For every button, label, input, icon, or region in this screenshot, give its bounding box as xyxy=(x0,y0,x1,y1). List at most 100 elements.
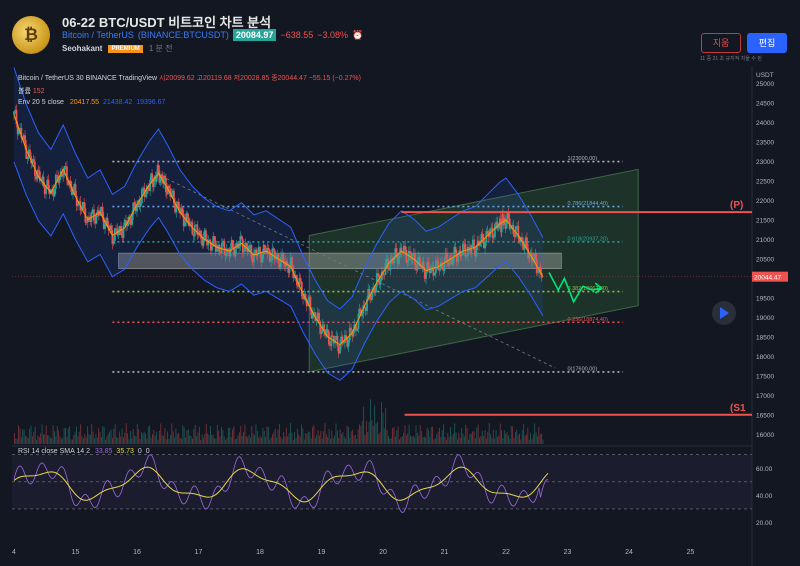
chart-area[interactable]: USDT 16000 16500 17000 17500 18000 18500 19000 1… xyxy=(12,66,800,566)
volume-bar xyxy=(439,427,440,444)
volume-bar xyxy=(535,432,537,444)
volume-bar xyxy=(127,433,129,444)
candle-body xyxy=(122,225,125,238)
candle-body xyxy=(526,237,528,249)
candle-body xyxy=(537,272,539,274)
candle-body xyxy=(89,219,92,222)
volume-bar xyxy=(143,431,145,444)
volume-bar xyxy=(405,435,407,444)
candle-body xyxy=(352,329,355,337)
volume-bar xyxy=(368,422,370,444)
candle-body xyxy=(313,312,316,313)
volume-bar xyxy=(429,437,431,444)
idea-title: 06-22 BTC/USDT 비트코인 차트 분석 xyxy=(62,15,272,30)
chart-svg[interactable]: USDT 16000 16500 17000 17500 18000 18500 19000 1… xyxy=(12,66,800,566)
volume-bar xyxy=(422,437,424,444)
volume-bar xyxy=(197,432,199,444)
volume-bar xyxy=(110,429,112,444)
edit-button[interactable]: 편집 xyxy=(747,33,787,53)
y-tick-label: 24500 xyxy=(756,101,774,108)
candle-body xyxy=(330,335,333,346)
author-avatar[interactable]: ₿ xyxy=(12,16,50,54)
volume-bar xyxy=(272,434,273,444)
candle-body xyxy=(155,175,158,182)
rsi-tick-label: 60.00 xyxy=(756,466,773,473)
candle-body xyxy=(302,296,304,299)
candle-body xyxy=(63,166,66,176)
candle-body xyxy=(216,249,218,252)
volume-bar xyxy=(443,424,445,444)
candle-body xyxy=(367,289,370,300)
candle-body xyxy=(125,220,127,227)
volume-bar xyxy=(503,430,505,444)
author-name[interactable]: Seohakant xyxy=(62,44,103,53)
candle-body xyxy=(283,262,286,267)
candle-body xyxy=(129,219,132,225)
candle-body xyxy=(149,179,152,191)
candle-body xyxy=(286,261,288,265)
volume-bar xyxy=(375,423,377,444)
candle-body xyxy=(325,329,328,336)
candle-body xyxy=(490,227,493,229)
volume-bar xyxy=(299,436,301,444)
volume-bar xyxy=(425,437,427,444)
symbol-link[interactable]: Bitcoin / TetherUS xyxy=(62,30,134,40)
candle-body xyxy=(528,253,531,259)
volume-bar xyxy=(16,438,18,444)
volume-bar xyxy=(56,426,58,444)
exchange-link[interactable]: (BINANCE:BTCUSDT) xyxy=(137,30,229,40)
volume-bar xyxy=(316,435,318,444)
volume-bar xyxy=(84,434,86,444)
candle-body xyxy=(266,248,269,254)
candle-body xyxy=(222,240,224,243)
x-tick-label: 16 xyxy=(133,549,141,556)
candle-body xyxy=(459,250,462,257)
candle-body xyxy=(419,257,421,267)
delete-button[interactable]: 지움 xyxy=(701,33,741,53)
volume-bar xyxy=(136,424,138,444)
candle-body xyxy=(257,246,260,254)
volume-bar xyxy=(318,435,320,444)
candle-body xyxy=(150,173,153,180)
candle-body xyxy=(156,165,159,176)
candle-body xyxy=(75,195,78,207)
candle-body xyxy=(405,249,408,263)
candle-body xyxy=(335,335,338,340)
candle-body xyxy=(139,203,142,207)
candle-body xyxy=(106,217,109,226)
premium-badge: PREMIUM xyxy=(108,44,143,53)
volume-bar xyxy=(59,436,61,444)
candle-body xyxy=(229,248,232,257)
candle-body xyxy=(358,308,361,314)
volume-bar xyxy=(167,431,169,444)
candle-body xyxy=(126,225,129,227)
volume-bar xyxy=(87,426,89,444)
candle-body xyxy=(38,171,41,181)
volume-group xyxy=(14,399,544,444)
candle-body xyxy=(448,258,451,266)
volume-bar xyxy=(451,435,453,444)
candle-body xyxy=(198,230,201,235)
volume-bar xyxy=(365,421,367,444)
volume-bar xyxy=(385,408,387,444)
candle-body xyxy=(245,242,248,247)
candle-body xyxy=(32,159,35,162)
current-price-tag: 20044.47 xyxy=(754,275,781,282)
candle-body xyxy=(359,308,362,317)
candle-body xyxy=(430,266,432,273)
volume-bar xyxy=(196,436,198,444)
y-tick-label: 21500 xyxy=(756,217,774,224)
candle-body xyxy=(355,324,357,331)
volume-bar xyxy=(174,437,175,444)
volume-bar xyxy=(163,436,164,444)
candle-body xyxy=(52,189,55,197)
candle-body xyxy=(259,246,261,255)
candle-body xyxy=(311,312,314,319)
volume-bar xyxy=(58,430,60,444)
candle-body xyxy=(203,230,206,237)
volume-bar xyxy=(512,426,514,444)
volume-bar xyxy=(179,437,181,444)
candle-body xyxy=(45,185,47,195)
candle-body xyxy=(24,135,26,145)
alarm-icon[interactable]: ⏰ xyxy=(352,29,364,40)
